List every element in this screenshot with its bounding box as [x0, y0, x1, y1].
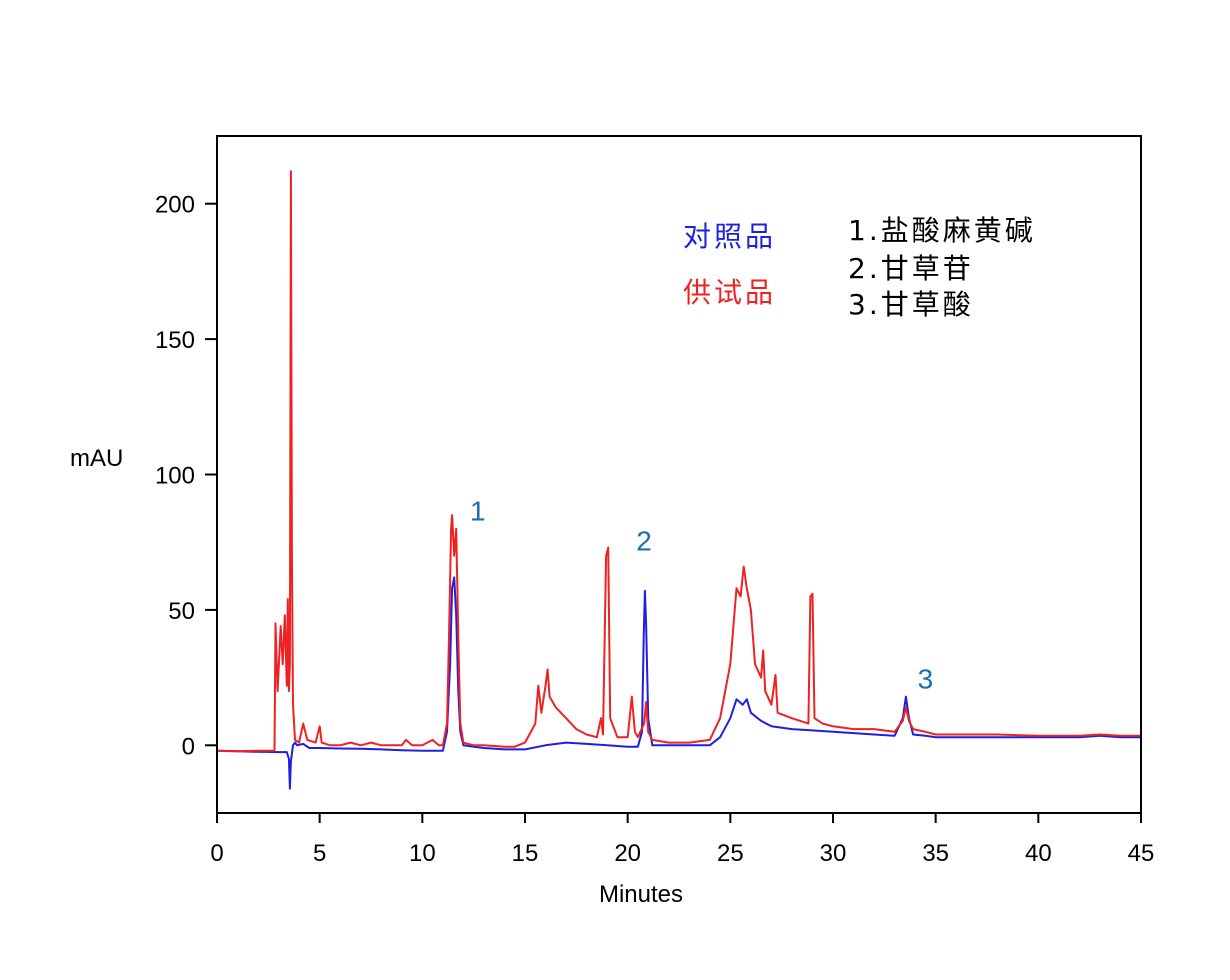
x-axis-title: Minutes [599, 881, 683, 908]
peak-key-1: 1.盐酸麻黄碱 [848, 214, 1036, 247]
y-tick-label: 50 [168, 598, 195, 625]
x-tick-label: 25 [717, 840, 744, 867]
x-tick-label: 40 [1025, 840, 1052, 867]
y-axis-title: mAU [70, 445, 123, 472]
x-tick-label: 0 [210, 840, 223, 867]
x-tick-label: 10 [409, 840, 436, 867]
y-tick-label: 150 [155, 327, 195, 354]
y-tick-label: 100 [155, 463, 195, 490]
y-tick-label: 200 [155, 192, 195, 219]
legend-entry-reference: 对照品 [683, 220, 776, 253]
plot-area [216, 170, 1141, 790]
y-tick-label: 0 [182, 733, 195, 760]
peak-key-3: 3.甘草酸 [848, 288, 974, 321]
axes: 0 5 10 15 20 25 30 35 40 45 0 50 100 150 200 1 2 3 [155, 135, 1155, 867]
x-tick-label: 45 [1128, 840, 1155, 867]
series-line-reference [216, 576, 1141, 790]
x-tick-label: 30 [820, 840, 847, 867]
legend: 对照品 供试品 1.盐酸麻黄碱 2.甘草苷 3.甘草酸 [683, 214, 1036, 321]
x-tick-label: 15 [512, 840, 539, 867]
x-tick-label: 20 [614, 840, 641, 867]
peak-label-2: 2 [636, 525, 652, 556]
x-tick-label: 5 [313, 840, 326, 867]
legend-entry-sample: 供试品 [683, 276, 776, 309]
x-tick-label: 35 [922, 840, 949, 867]
peak-label-3: 3 [918, 663, 934, 694]
peak-label-1: 1 [470, 496, 486, 527]
peak-key-2: 2.甘草苷 [848, 252, 974, 285]
series-line-sample [216, 170, 1141, 753]
